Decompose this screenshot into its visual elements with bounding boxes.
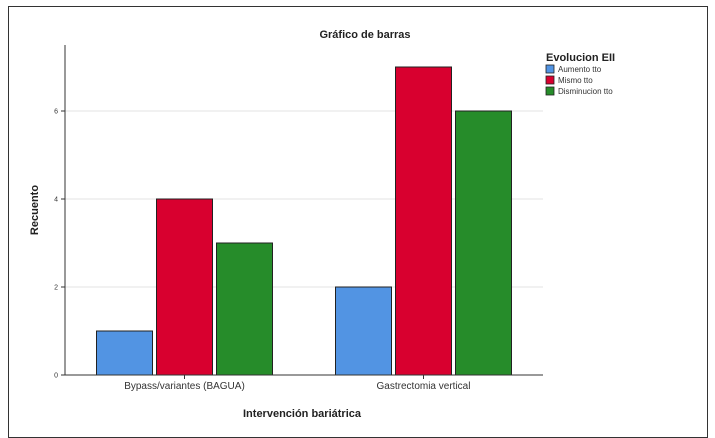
x-axis-title: Intervención bariátrica [243,408,362,420]
x-category-label-1: Gastrectomia vertical [377,381,471,392]
legend-title: Evolucion EII [546,52,615,64]
legend-swatch-2 [545,86,555,96]
y-tick-label-2: 4 [54,197,58,204]
bar-1-0 [335,286,392,376]
legend: Evolucion EII Aumento tto Mismo tto Dismin… [545,52,615,96]
bar-0-1 [156,198,213,376]
legend-label-0: Aumento tto [558,65,602,74]
x-axis-categories: Bypass/variantes (BAGUA) Gastrectomia ver… [124,375,470,392]
bar-1-2 [455,110,512,376]
y-axis-title: Recuento [29,185,41,235]
legend-label-2: Disminucion tto [558,87,613,96]
bar-0-0 [96,330,153,376]
legend-swatch-1 [545,75,555,85]
y-tick-label-3: 6 [54,109,58,116]
legend-swatch-0 [545,64,555,74]
y-tick-label-0: 0 [54,373,58,380]
bar-0-2 [216,242,273,376]
bar-1-1 [395,66,452,376]
bar-chart: Gráfico de barras 0 2 4 6 Bypass/variantes … [29,29,615,420]
x-category-label-0: Bypass/variantes (BAGUA) [124,381,245,392]
legend-label-1: Mismo tto [558,76,593,85]
y-tick-label-1: 2 [54,285,58,292]
chart-title: Gráfico de barras [319,29,410,41]
y-axis-ticks: 0 2 4 6 [54,109,65,380]
bars [96,66,512,376]
